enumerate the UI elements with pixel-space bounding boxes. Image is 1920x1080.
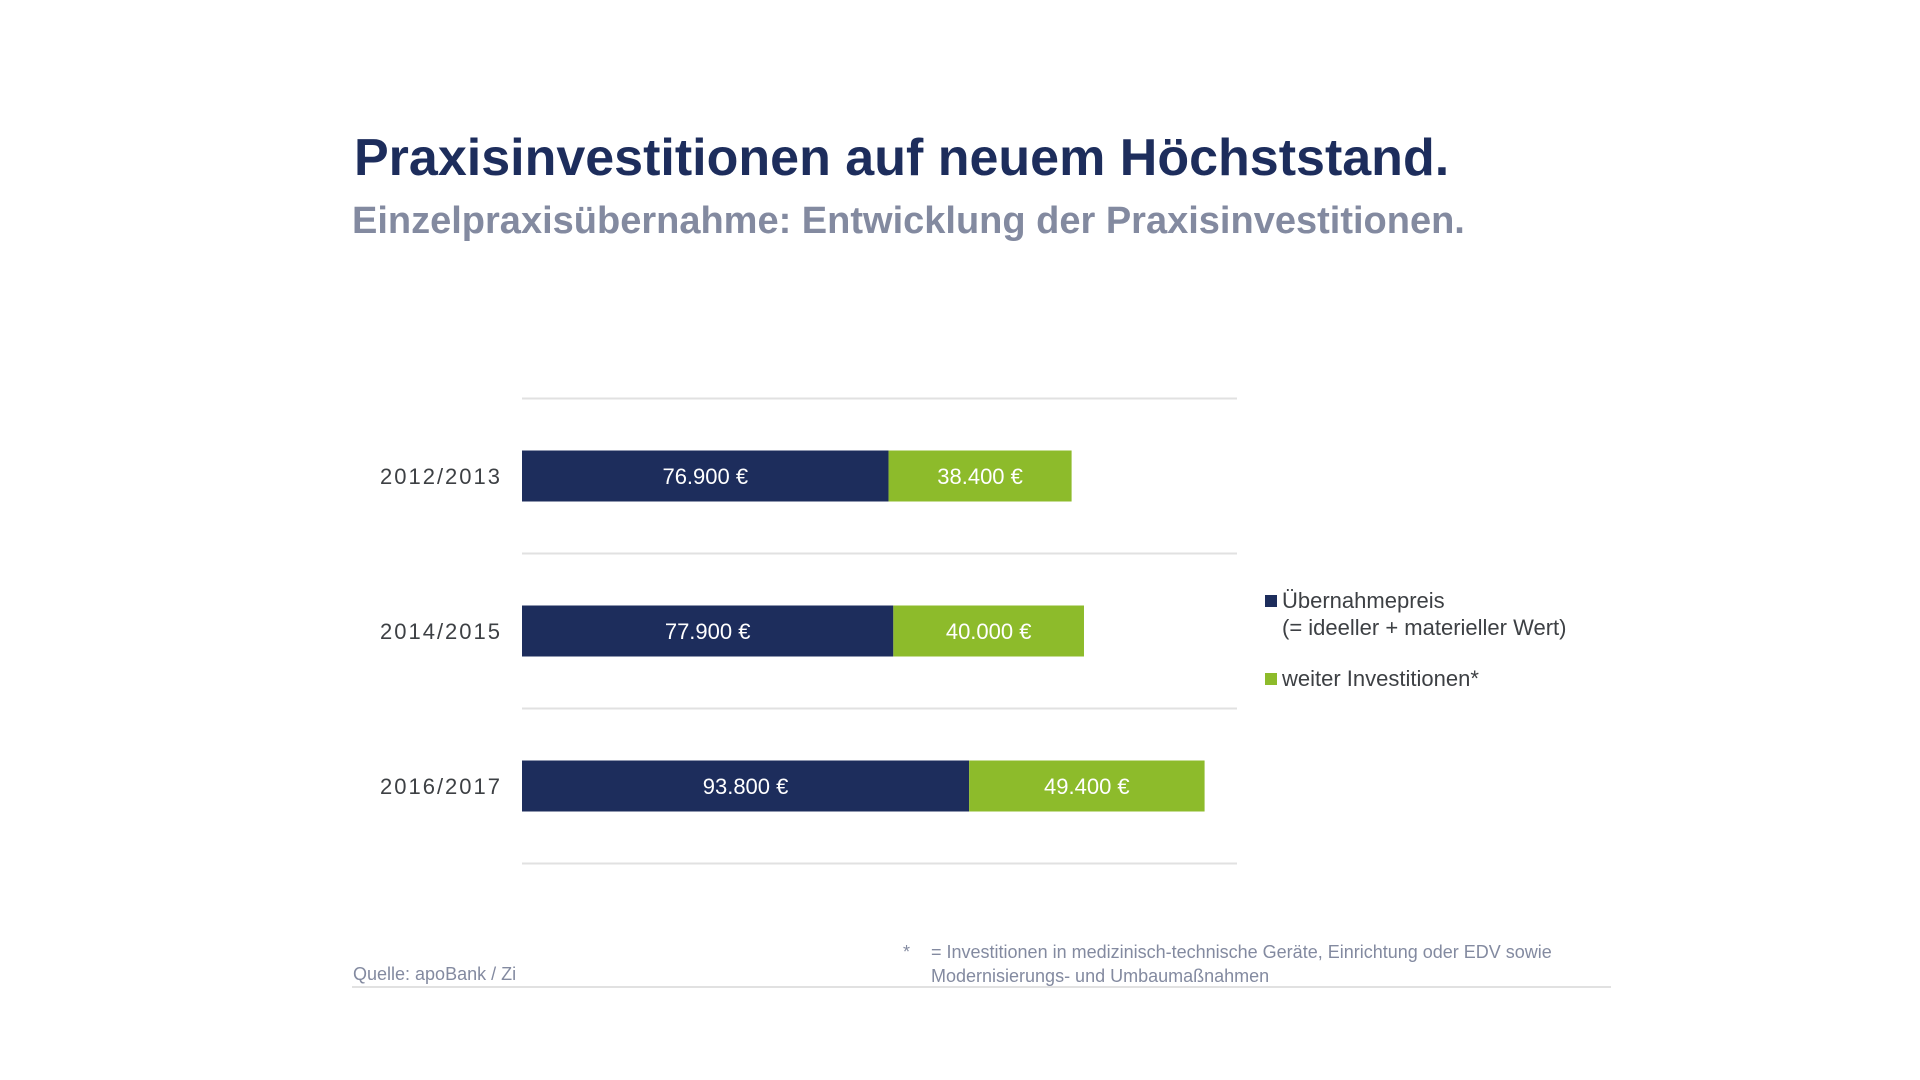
chart-title: Praxisinvestitionen auf neuem Höchststan… [354,129,1450,187]
bar-value-label: 49.400 € [1044,774,1130,799]
legend-label-line: weiter Investitionen* [1282,666,1479,691]
legend-label: Übernahmepreis (= ideeller + materieller… [1282,587,1566,641]
chart-subtitle: Einzelpraxisübernahme: Entwicklung der P… [352,200,1465,242]
bar-uebernahmepreis [522,450,889,502]
bar-value-label: 40.000 € [946,619,1032,644]
bar-labels: 76.900 € 38.400 € 77.900 € 40.000 € 93.800 €… [662,464,1129,799]
legend-label-line: Übernahmepreis [1282,588,1445,613]
legend-swatch-green [1265,673,1277,685]
bar-weitere-investitionen [893,605,1084,657]
footnote-text: = Investitionen in medizinisch-technisch… [931,940,1552,988]
category-labels: 2012/2013 2014/2015 2016/2017 [380,464,502,799]
bars [522,450,1205,812]
footnote-marker: * [903,942,911,962]
legend-item-weitere-investitionen: weiter Investitionen* [1265,665,1566,692]
bar-uebernahmepreis [522,605,894,657]
bar-value-label: 38.400 € [937,464,1023,489]
legend-label-line: (= ideeller + materieller Wert) [1282,615,1567,640]
category-label: 2014/2015 [380,619,502,644]
category-label: 2016/2017 [380,774,502,799]
category-label: 2012/2013 [380,464,502,489]
legend-label: weiter Investitionen* [1282,665,1479,692]
source-note: Quelle: apoBank / Zi [353,964,517,984]
gridlines [522,397,1237,865]
footnote-line: = Investitionen in medizinisch-technisch… [931,942,1552,962]
bar-value-label: 93.800 € [703,774,789,799]
bar-uebernahmepreis [522,760,970,812]
legend-item-uebernahmepreis: Übernahmepreis (= ideeller + materieller… [1265,587,1566,641]
bar-weitere-investitionen [969,760,1205,812]
legend: Übernahmepreis (= ideeller + materieller… [1265,587,1566,716]
bottom-divider [352,986,1611,988]
bar-value-label: 76.900 € [662,464,748,489]
bar-weitere-investitionen [888,450,1072,502]
footnote-line: Modernisierungs- und Umbaumaßnahmen [931,966,1270,986]
bar-value-label: 77.900 € [665,619,751,644]
legend-swatch-navy [1265,595,1277,607]
